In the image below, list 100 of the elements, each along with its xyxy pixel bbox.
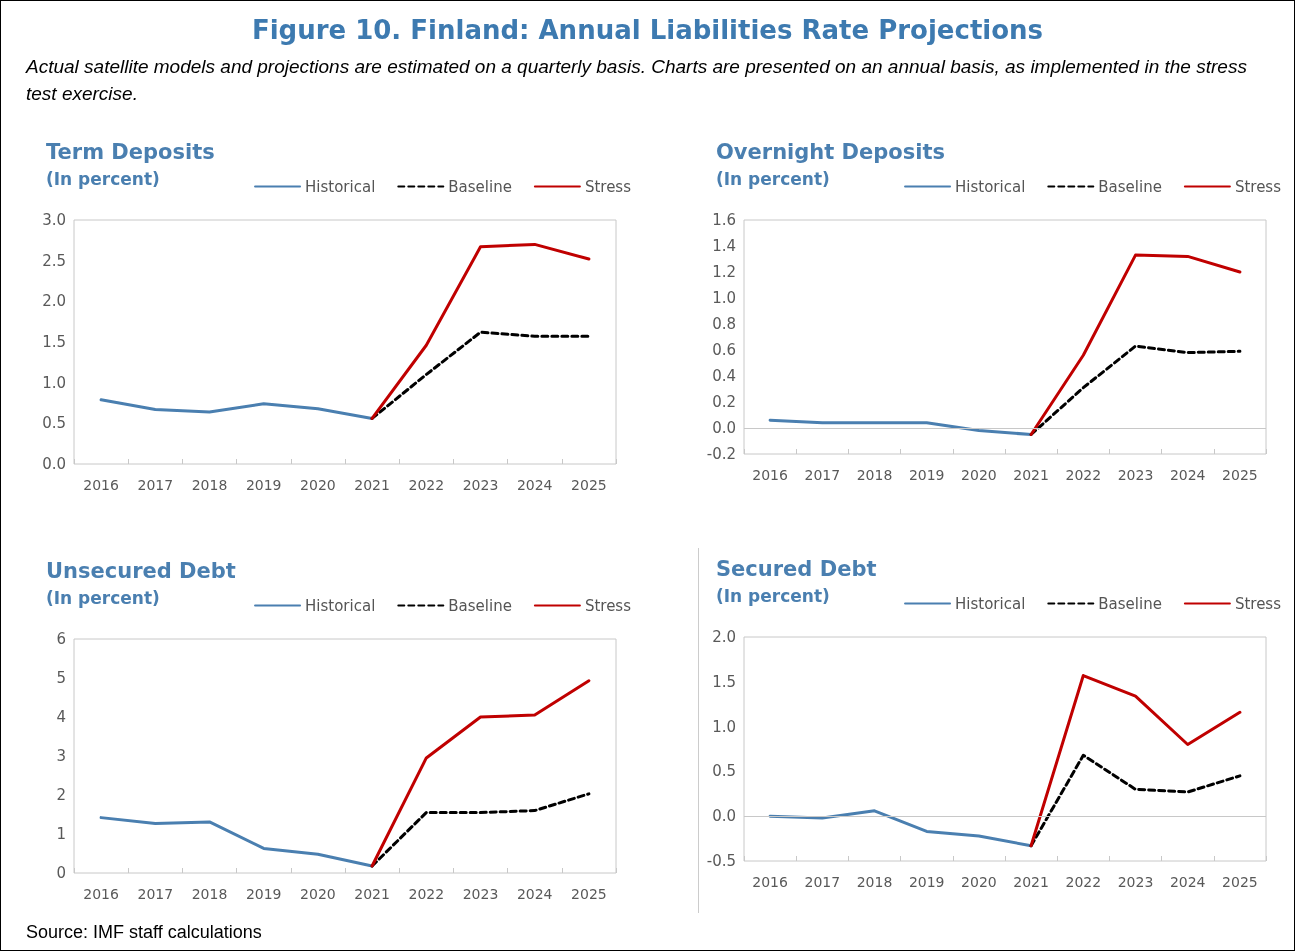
line-series (99, 398, 374, 420)
y-tick-label: 1.5 (712, 672, 736, 691)
y-tick-label: 2.5 (42, 251, 66, 270)
legend-label: Baseline (1098, 177, 1162, 196)
source-note: Source: IMF staff calculations (26, 922, 262, 943)
line-series (1029, 674, 1242, 848)
line-series (370, 242, 591, 420)
y-tick-label: 1.0 (712, 717, 736, 736)
y-tick-label: 5 (56, 669, 66, 687)
x-tick-label: 2016 (83, 886, 119, 902)
x-tick-label: 2023 (462, 886, 499, 902)
x-tick-label: 2020 (300, 886, 336, 902)
x-tick-label: 2016 (752, 874, 788, 890)
x-tick-label: 2019 (245, 886, 282, 902)
x-tick-label: 2017 (804, 467, 841, 483)
y-tick-label: -0.2 (706, 445, 736, 463)
x-tick-label: 2021 (1013, 467, 1049, 483)
legend-label: Baseline (448, 177, 512, 196)
x-tick-label: 2023 (1117, 874, 1154, 890)
y-tick-label: 1.4 (712, 237, 736, 255)
chart-title: Secured Debt (716, 556, 877, 581)
x-tick-label: 2018 (191, 477, 228, 493)
chart-subtitle: (In percent) (46, 587, 160, 608)
y-tick-label: 0.5 (42, 414, 66, 433)
x-tick-label: 2017 (804, 874, 841, 890)
x-tick-label: 2023 (462, 477, 499, 493)
x-tick-label: 2018 (856, 874, 893, 890)
chart-subtitle: (In percent) (716, 168, 830, 189)
x-tick-label: 2016 (752, 467, 788, 483)
y-tick-label: 2.0 (42, 292, 66, 311)
line-series (370, 792, 591, 868)
x-tick-label: 2017 (137, 477, 174, 493)
y-tick-label: 0.0 (42, 455, 66, 473)
x-tick-label: 2019 (245, 477, 282, 493)
x-tick-label: 2016 (83, 477, 119, 493)
y-tick-label: 1 (56, 825, 66, 843)
y-tick-label: 1.0 (712, 289, 736, 307)
legend-label: Historical (955, 594, 1026, 613)
x-tick-label: 2023 (1117, 467, 1154, 483)
legend-label: Baseline (448, 596, 512, 615)
x-tick-label: 2020 (961, 467, 997, 483)
x-tick-label: 2020 (961, 874, 997, 890)
y-tick-label: 0.4 (712, 367, 736, 385)
legend-label: Baseline (1098, 594, 1162, 613)
x-tick-label: 2020 (300, 477, 336, 493)
y-tick-label: 2.0 (712, 628, 736, 646)
y-tick-label: 0.0 (712, 419, 736, 437)
x-tick-label: 2022 (1065, 874, 1102, 890)
y-tick-label: 0.6 (712, 341, 736, 359)
y-tick-label: 0.5 (712, 762, 736, 781)
chart-title: Overnight Deposits (716, 139, 945, 164)
chart-title: Unsecured Debt (46, 558, 236, 583)
x-tick-label: 2022 (408, 886, 445, 902)
line-series (99, 816, 374, 868)
y-tick-label: 3.0 (42, 211, 66, 229)
x-tick-label: 2019 (908, 874, 945, 890)
chart-title: Term Deposits (46, 139, 215, 164)
y-tick-label: -0.5 (706, 852, 736, 870)
y-tick-label: 1.0 (42, 373, 66, 392)
y-tick-label: 6 (56, 630, 66, 648)
x-tick-label: 2025 (571, 886, 607, 902)
legend-label: Historical (955, 177, 1026, 196)
y-tick-label: 0 (56, 864, 66, 882)
x-tick-label: 2018 (191, 886, 228, 902)
chart-subtitle: (In percent) (716, 585, 830, 606)
x-tick-label: 2024 (516, 477, 553, 493)
x-tick-label: 2024 (1169, 467, 1206, 483)
x-tick-label: 2021 (354, 477, 390, 493)
x-tick-label: 2019 (908, 467, 945, 483)
chart-subtitle: (In percent) (46, 168, 160, 189)
x-tick-label: 2017 (137, 886, 174, 902)
y-tick-label: 1.6 (712, 211, 736, 229)
x-tick-label: 2021 (1013, 874, 1049, 890)
x-tick-label: 2022 (1065, 467, 1102, 483)
x-tick-label: 2018 (856, 467, 893, 483)
x-tick-label: 2022 (408, 477, 445, 493)
x-tick-label: 2024 (516, 886, 553, 902)
legend-label: Stress (1234, 594, 1282, 613)
legend-label: Historical (305, 596, 376, 615)
y-tick-label: 3 (56, 747, 66, 765)
legend-label: Stress (1234, 177, 1282, 196)
y-tick-label: 0.0 (712, 807, 736, 826)
legend-label: Stress (584, 596, 632, 615)
legend-label: Stress (584, 177, 632, 196)
line-series (370, 679, 591, 868)
legend-label: Historical (305, 177, 376, 196)
line-series (1029, 253, 1242, 436)
caption: Figure 10. Finland: Annual Liabilities Rate Projections (250, 15, 1045, 45)
x-tick-label: 2021 (354, 886, 390, 902)
y-tick-label: 1.2 (712, 263, 736, 281)
y-tick-label: 1.5 (42, 333, 66, 351)
text: Actual satellite models and projections are estimated on a quarterly basis. Charts are presented on an annual basis, as implemented in the stress test exercise. (26, 55, 1248, 106)
y-tick-label: 4 (56, 708, 66, 726)
x-tick-label: 2024 (1169, 874, 1206, 890)
y-tick-label: 0.2 (712, 393, 736, 411)
x-tick-label: 2025 (1222, 874, 1258, 890)
x-tick-label: 2025 (1222, 467, 1258, 483)
y-tick-label: 2 (56, 786, 66, 804)
line-series (768, 418, 1033, 436)
x-tick-label: 2025 (571, 477, 607, 493)
